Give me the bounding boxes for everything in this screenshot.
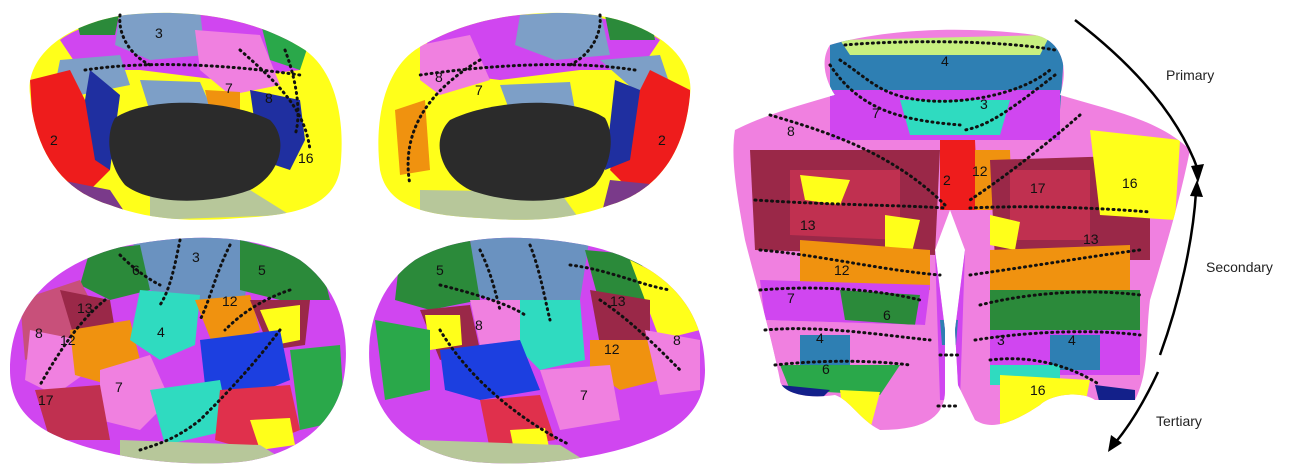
label-b-7: 7 [475,82,483,98]
label-e-16b: 16 [1030,382,1046,398]
brain-left-lateral [10,237,346,464]
label-c-7: 7 [115,379,123,395]
network-labels: 3 7 8 2 16 8 7 2 6 3 5 13 8 12 12 4 17 7… [35,25,1138,408]
label-e-7b: 7 [787,290,795,306]
label-e-12a: 12 [972,163,988,179]
label-e-3b: 3 [997,332,1005,348]
tertiary-arrowhead-icon [1108,435,1122,452]
cerebellum-flatmap [733,29,1190,431]
label-b-2: 2 [658,132,666,148]
primary-arrowhead-icon [1191,164,1204,183]
label-d-8b: 8 [673,332,681,348]
label-e-7a: 7 [872,105,880,121]
label-c-8: 8 [35,325,43,341]
label-a-3: 3 [155,25,163,41]
label-e-4a: 4 [941,53,949,69]
label-d-5: 5 [436,262,444,278]
tertiary-arrow [1114,371,1160,444]
label-c-3: 3 [192,249,200,265]
secondary-arrow [1158,191,1198,356]
tertiary-label: Tertiary [1156,413,1202,429]
label-c-12b: 12 [222,293,238,309]
label-e-13b: 13 [1083,231,1099,247]
label-a-7: 7 [225,80,233,96]
label-e-8: 8 [787,123,795,139]
label-e-2: 2 [943,172,951,188]
label-c-5: 5 [258,262,266,278]
label-e-6a: 6 [883,307,891,323]
label-e-4c: 4 [1068,332,1076,348]
label-a-2: 2 [50,132,58,148]
label-a-8: 8 [265,90,273,106]
gradient-contours [38,13,1152,452]
secondary-label: Secondary [1206,259,1273,275]
label-e-6b: 6 [822,361,830,377]
label-d-12: 12 [604,341,620,357]
label-c-6: 6 [132,262,140,278]
label-d-7: 7 [580,387,588,403]
primary-label: Primary [1166,67,1214,83]
label-d-8a: 8 [475,317,483,333]
label-c-4: 4 [157,324,165,340]
secondary-arrowhead-icon [1190,180,1203,197]
label-e-12b: 12 [834,262,850,278]
label-d-13: 13 [610,293,626,309]
label-b-8: 8 [435,69,443,85]
label-e-17: 17 [1030,180,1046,196]
label-e-13a: 13 [800,217,816,233]
label-c-12a: 12 [60,332,76,348]
label-c-13: 13 [77,300,93,316]
label-a-16: 16 [298,150,314,166]
gradient-text: Primary Secondary Tertiary [1156,67,1273,429]
label-e-3a: 3 [980,96,988,112]
gradient-arrows [1074,19,1204,452]
brain-left-medial [29,12,342,220]
primary-arrow [1074,19,1200,171]
label-c-17: 17 [38,392,54,408]
label-e-4b: 4 [816,330,824,346]
brain-right-medial [378,12,691,220]
label-e-16a: 16 [1122,175,1138,191]
